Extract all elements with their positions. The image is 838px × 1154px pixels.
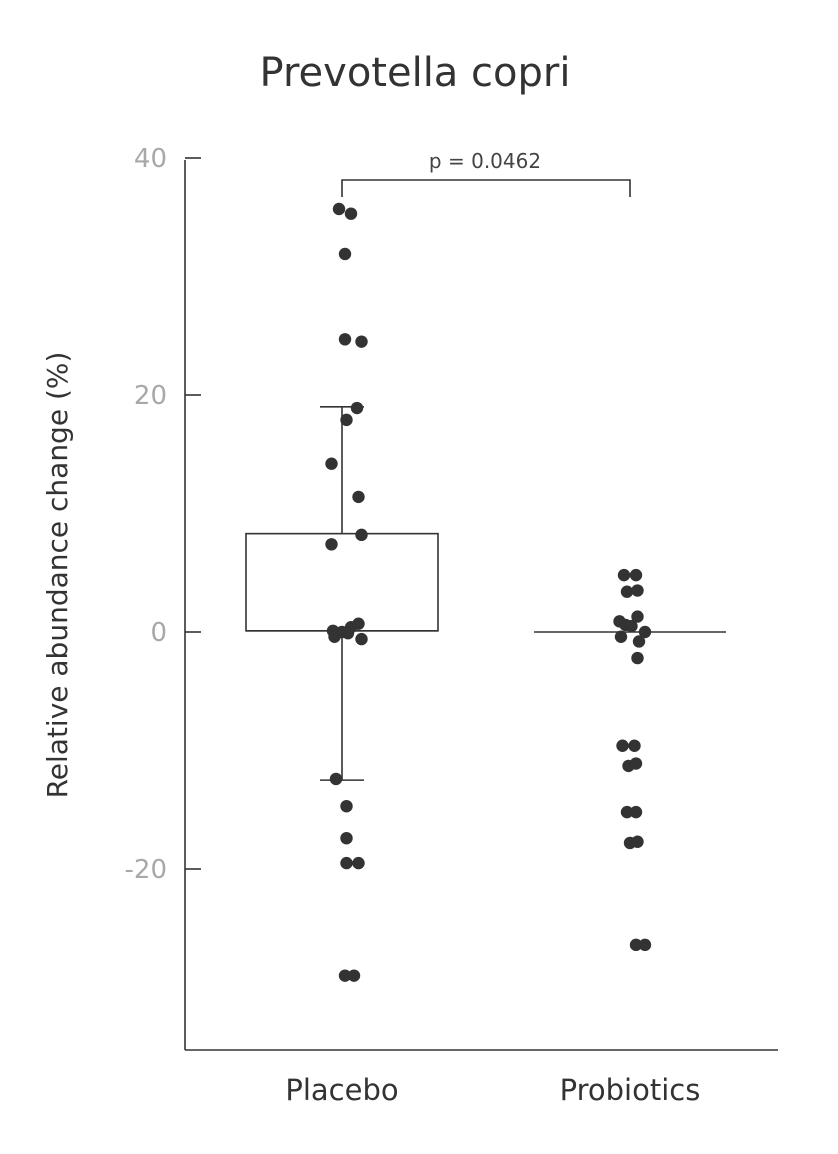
- data-point: [631, 835, 644, 848]
- data-point: [328, 630, 341, 643]
- p-value-label: p = 0.0462: [429, 149, 541, 173]
- box: [245, 532, 439, 632]
- data-point: [617, 568, 631, 582]
- data-point: [629, 805, 643, 819]
- significance-annotation: p = 0.0462: [341, 149, 631, 197]
- data-point: [355, 632, 368, 646]
- data-point: [332, 202, 346, 216]
- data-point: [338, 247, 352, 261]
- data-point: [338, 333, 352, 346]
- x-axis: Placebo Probiotics: [185, 1049, 778, 1107]
- y-axis-label: Relative abundance change (%): [41, 352, 74, 799]
- data-point: [629, 568, 643, 582]
- data-point: [325, 457, 338, 470]
- data-point: [329, 772, 343, 786]
- data-point: [632, 635, 646, 648]
- data-point: [340, 856, 353, 870]
- data-point: [614, 630, 628, 643]
- data-point: [340, 799, 353, 813]
- data-point: [341, 626, 355, 640]
- data-point: [325, 538, 338, 551]
- data-point: [355, 335, 368, 348]
- y-tick-label: 20: [134, 381, 167, 411]
- data-point: [620, 805, 634, 819]
- data-point: [638, 625, 652, 639]
- data-point: [631, 584, 644, 597]
- x-tick-label: Probiotics: [560, 1073, 701, 1107]
- chart-title: Prevotella copri: [260, 50, 571, 96]
- data-point: [629, 938, 643, 952]
- data-point: [625, 619, 638, 633]
- data-point: [638, 938, 652, 952]
- y-tick-label: -20: [125, 855, 167, 885]
- data-point: [350, 401, 364, 415]
- data-point: [352, 856, 365, 870]
- y-axis: 40 20 0 -20: [125, 144, 201, 1050]
- data-point: [344, 207, 358, 220]
- data-point: [629, 757, 643, 770]
- data-point: [631, 610, 644, 623]
- data-point: [340, 831, 353, 845]
- data-point: [631, 651, 644, 665]
- data-point: [355, 528, 368, 542]
- data-point: [347, 969, 361, 982]
- data-points: [325, 202, 652, 982]
- significance-bracket: [341, 179, 631, 197]
- data-point: [338, 969, 352, 982]
- data-point: [340, 413, 353, 427]
- x-tick-label: Placebo: [285, 1073, 398, 1107]
- data-point: [628, 739, 641, 752]
- y-tick-label: 40: [134, 144, 167, 174]
- data-point: [352, 490, 365, 504]
- data-point: [616, 739, 629, 752]
- data-point: [620, 585, 634, 598]
- box-plots: [245, 406, 726, 781]
- y-tick-label: 0: [150, 618, 167, 648]
